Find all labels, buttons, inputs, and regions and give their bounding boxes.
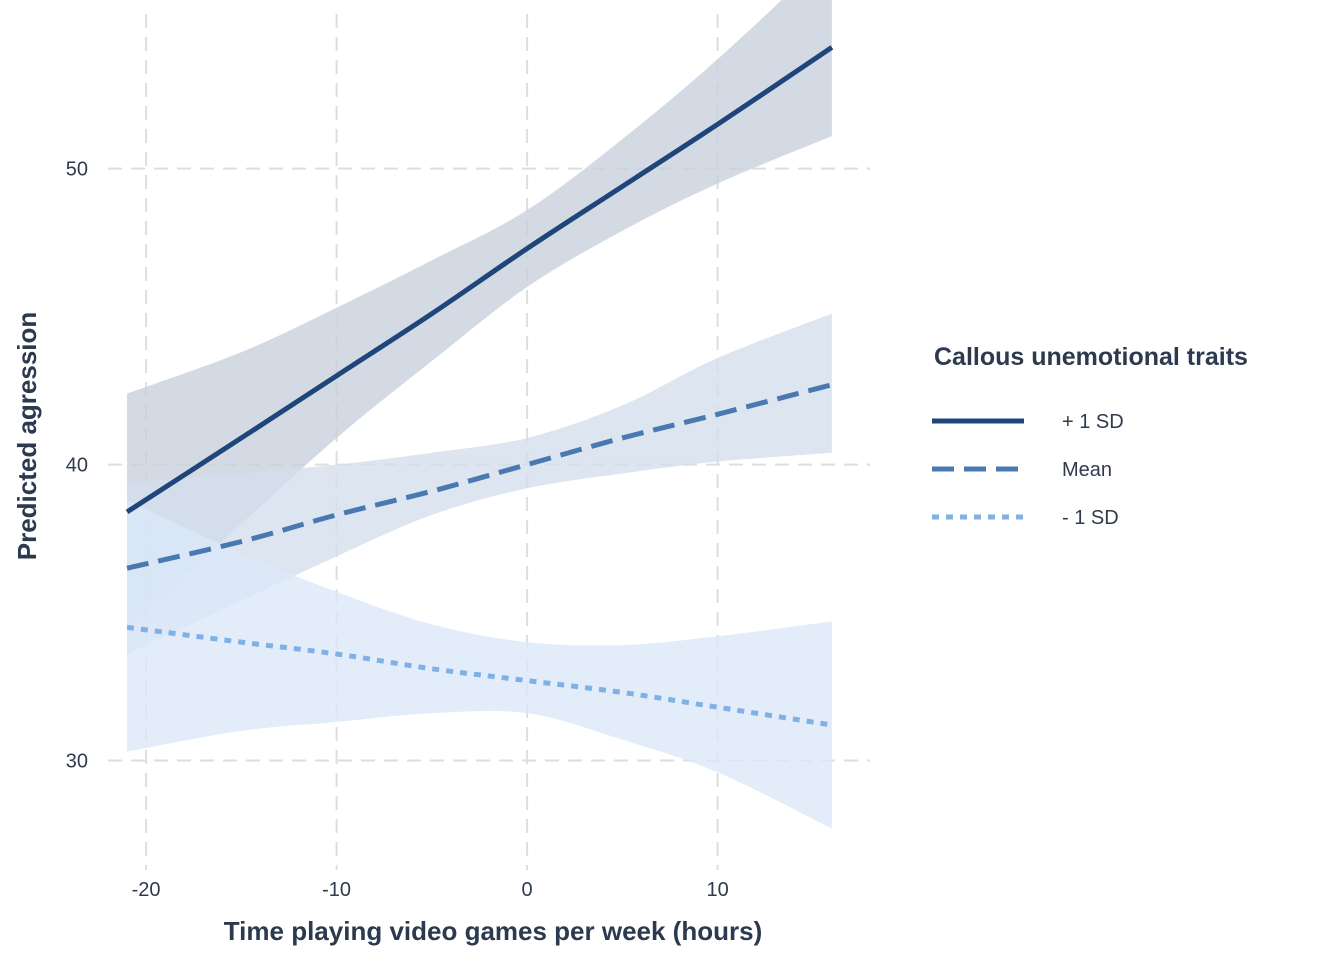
x-tick-label: -10 <box>322 879 351 901</box>
x-tick-label: -20 <box>132 879 161 901</box>
x-tick-label: 0 <box>522 879 533 901</box>
y-axis-title: Predicted agression <box>12 312 42 561</box>
legend-title: Callous unemotional traits <box>934 343 1248 371</box>
y-tick-label: 50 <box>66 159 88 181</box>
legend-label-2: - 1 SD <box>1062 507 1119 529</box>
confidence-bands <box>127 0 832 829</box>
legend-label-0: + 1 SD <box>1062 411 1124 433</box>
legend-items: + 1 SD Mean - 1 SD <box>932 411 1124 529</box>
legend: Callous unemotional traits + 1 SD Mean - 1… <box>932 343 1248 529</box>
confidence-band-2 <box>127 500 832 829</box>
series-line-1 <box>126 382 833 571</box>
y-tick-labels: 30 40 50 <box>66 159 88 773</box>
y-tick-label: 40 <box>66 455 88 477</box>
x-tick-label: 10 <box>706 879 728 901</box>
confidence-band-0 <box>127 0 832 628</box>
series-line-2 <box>126 624 833 728</box>
confidence-band-1 <box>127 313 832 654</box>
y-tick-label: 30 <box>66 751 88 773</box>
series-line-0 <box>125 45 834 515</box>
x-axis-title: Time playing video games per week (hours… <box>224 916 762 946</box>
legend-label-1: Mean <box>1062 459 1112 481</box>
x-tick-labels: -20 -10 0 10 <box>132 879 729 901</box>
series-lines <box>125 45 834 728</box>
